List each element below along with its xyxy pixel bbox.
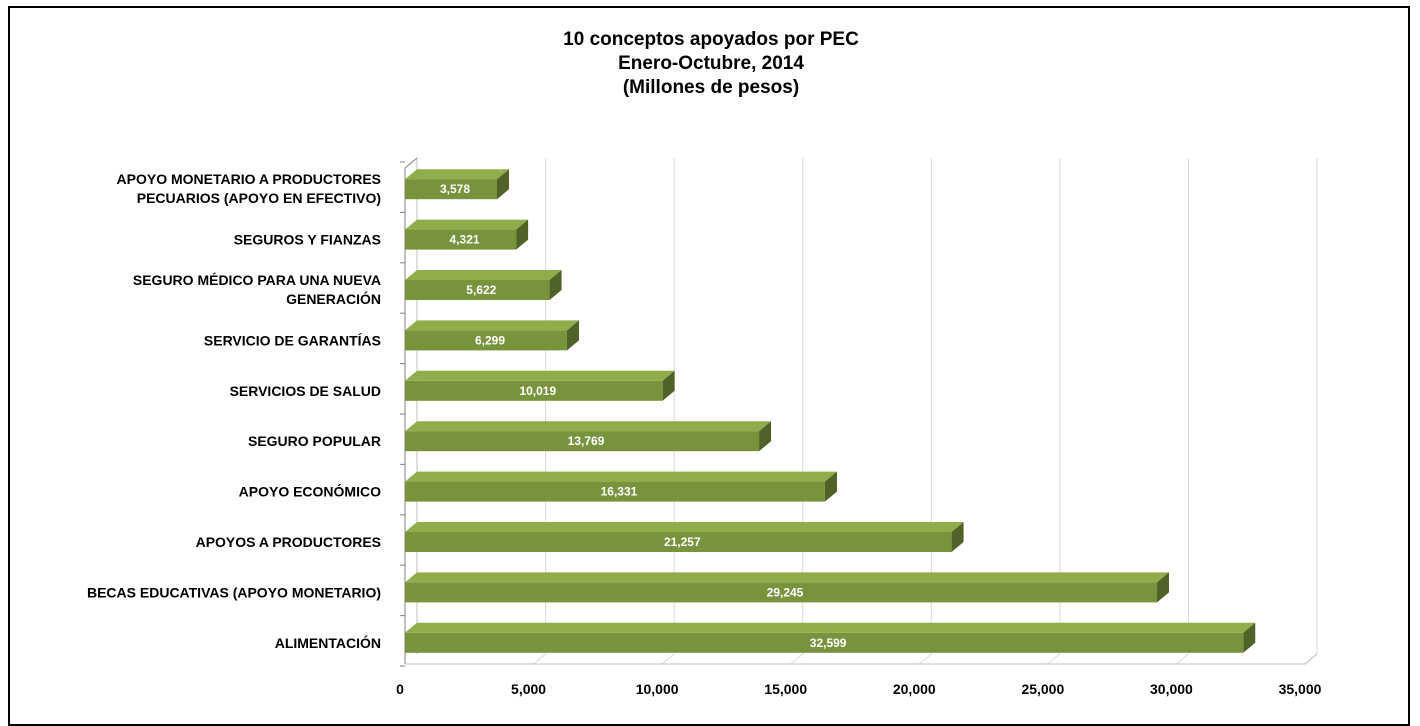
bar — [405, 280, 550, 300]
bar-side-face — [497, 169, 510, 200]
bar-side-face — [824, 471, 837, 502]
bar-chart: 3,578 APOYO MONETARIO A PRODUCTORES PECUAR… — [87, 157, 1322, 697]
x-tick-label: 15,000 — [764, 681, 807, 697]
bar-top-face — [405, 622, 1256, 633]
category-label: APOYO MONETARIO A PRODUCTORES — [117, 171, 381, 187]
bar — [405, 532, 952, 552]
category-label: SEGUROS Y FIANZAS — [234, 232, 381, 248]
bar-side-face — [566, 320, 579, 351]
bar — [405, 431, 760, 452]
bar-top-face — [405, 169, 510, 180]
category-label: APOYOS A PRODUCTORES — [196, 534, 381, 550]
bar — [405, 330, 567, 351]
x-tick-label: 35,000 — [1279, 681, 1322, 697]
bar-side-face — [1157, 572, 1170, 603]
bar — [405, 179, 498, 200]
bar-side-face — [951, 522, 964, 552]
category-label: SERVICIO DE GARANTÍAS — [204, 332, 381, 348]
bar-side-face — [1243, 622, 1256, 653]
category-label: GENERACIÓN — [286, 290, 381, 307]
axis-top-edge — [404, 157, 418, 169]
data-label: 13,769 — [568, 434, 605, 448]
chart-titles: 10 conceptos apoyados por PEC Enero-Octu… — [10, 28, 1412, 100]
category-label: SERVICIOS DE SALUD — [230, 383, 381, 399]
bar-top-face — [405, 522, 964, 532]
bar-top-face — [405, 270, 562, 280]
chart-subtitle-units: (Millones de pesos) — [622, 77, 800, 98]
x-tick-label: 10,000 — [636, 681, 679, 697]
bar-side-face — [759, 421, 772, 452]
bar — [405, 229, 517, 250]
x-tick-label: 30,000 — [1150, 681, 1193, 697]
x-tick-label: 0 — [396, 681, 404, 697]
x-tick-label: 25,000 — [1021, 681, 1064, 697]
bar — [405, 380, 663, 401]
gridline-floor — [533, 653, 546, 665]
chart-frame: 10 conceptos apoyados por PEC Enero-Octu… — [8, 6, 1410, 726]
gridline-floor — [661, 653, 675, 665]
bar-top-face — [405, 219, 529, 230]
data-label: 29,245 — [767, 585, 804, 599]
category-label: SEGURO POPULAR — [248, 433, 381, 449]
category-label: PECUARIOS (APOYO EN EFECTIVO) — [137, 190, 381, 206]
category-label: APOYO ECONÓMICO — [239, 483, 381, 500]
x-tick-label: 5,000 — [511, 681, 546, 697]
bar — [405, 632, 1244, 653]
bar-top-face — [405, 320, 579, 331]
gridline-floor — [918, 653, 932, 665]
data-label: 10,019 — [519, 384, 556, 398]
bar-top-face — [405, 471, 837, 482]
category-label: SEGURO MÉDICO PARA UNA NUEVA — [133, 272, 381, 288]
category-label: BECAS EDUCATIVAS (APOYO MONETARIO) — [87, 584, 381, 600]
bar-top-face — [405, 572, 1170, 583]
bar — [405, 481, 825, 502]
bar-side-face — [516, 219, 529, 250]
bar-top-face — [405, 421, 772, 432]
bar-side-face — [662, 370, 675, 401]
gridline-floor — [1047, 653, 1061, 665]
data-label: 16,331 — [601, 485, 638, 499]
chart-subtitle-period: Enero-Octubre, 2014 — [618, 53, 804, 74]
data-label: 21,257 — [664, 535, 701, 549]
gridline-floor — [1176, 653, 1189, 665]
data-label: 5,622 — [466, 283, 496, 297]
category-label: ALIMENTACIÓN — [275, 634, 381, 651]
bar-side-face — [549, 270, 562, 300]
value-axis-depth — [1304, 653, 1318, 665]
bar — [405, 582, 1158, 603]
data-label: 32,599 — [810, 636, 847, 650]
gridline-floor — [790, 653, 804, 665]
data-label: 4,321 — [450, 233, 480, 247]
x-tick-label: 20,000 — [893, 681, 936, 697]
data-label: 6,299 — [475, 333, 505, 347]
data-label: 3,578 — [440, 182, 470, 196]
bar-top-face — [405, 370, 675, 381]
chart-title: 10 conceptos apoyados por PEC — [563, 29, 859, 50]
